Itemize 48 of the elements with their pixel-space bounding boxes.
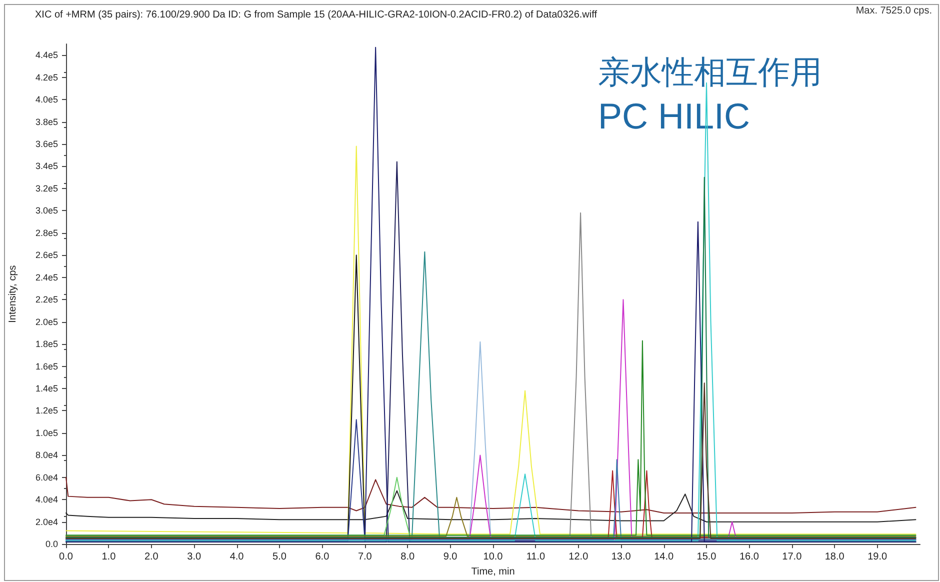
y-tick-label: 1.6e5 — [35, 361, 58, 372]
x-tick-label: 17.0 — [782, 552, 802, 563]
x-tick-label: 13.0 — [611, 552, 632, 563]
y-tick-label: 8.0e4 — [35, 450, 58, 460]
x-tick-label: 6.0 — [315, 552, 330, 563]
x-tick-label: 12.0 — [568, 552, 589, 563]
y-tick-label: 3.2e5 — [35, 183, 58, 194]
y-tick-label: 1.0e5 — [35, 428, 58, 438]
y-tick-label: 4.4e5 — [35, 50, 58, 60]
y-tick-label: 0.0 — [45, 539, 58, 550]
y-tick-label: 3.4e5 — [35, 161, 58, 172]
y-tick-label: 4.0e5 — [35, 94, 58, 105]
x-tick-label: 0.0 — [59, 552, 74, 563]
x-tick-label: 1.0 — [102, 552, 116, 563]
y-tick-label: 3.6e5 — [35, 139, 58, 150]
y-tick-label: 6.0e4 — [35, 472, 58, 482]
x-tick-label: 14.0 — [654, 552, 674, 563]
x-tick-label: 3.0 — [187, 552, 202, 563]
x-tick-label: 4.0 — [230, 552, 244, 563]
y-tick-label: 2.8e5 — [35, 228, 58, 238]
chart-title: XIC of +MRM (35 pairs): 76.100/29.900 Da ID: G from Sample 15 (20AA-HILIC-GRA2-10ION-0.2ACID-FR0.2) of Data0326.wiff — [35, 10, 598, 20]
x-tick-label: 5.0 — [272, 552, 287, 563]
x-tick-label: 11.0 — [526, 552, 546, 563]
x-tick-label: 10.0 — [483, 552, 504, 563]
x-tick-label: 2.0 — [144, 552, 159, 563]
annotation: 亲水性相互作用 — [598, 54, 822, 90]
y-tick-label: 2.2e5 — [35, 294, 58, 305]
x-axis-title: Time, min — [471, 566, 515, 578]
x-tick-label: 7.0 — [358, 552, 372, 563]
x-tick-label: 16.0 — [739, 552, 760, 563]
y-tick-label: 1.4e5 — [35, 384, 58, 394]
y-tick-label: 2.0e4 — [35, 516, 58, 527]
x-tick-label: 15.0 — [696, 552, 717, 563]
x-tick-label: 9.0 — [443, 552, 458, 563]
y-tick-label: 4.0e4 — [35, 494, 58, 505]
x-tick-label: 19.0 — [868, 552, 888, 563]
y-tick-label: 4.2e5 — [35, 72, 58, 82]
y-axis-title: Intensity, cps — [8, 265, 18, 323]
y-tick-label: 1.8e5 — [35, 339, 58, 350]
x-tick-label: 8.0 — [400, 552, 415, 563]
x-tick-label: 18.0 — [824, 552, 845, 563]
y-tick-label: 2.6e5 — [35, 250, 58, 260]
y-tick-label: 1.2e5 — [35, 406, 58, 416]
y-tick-label: 2.0e5 — [35, 316, 58, 327]
y-tick-label: 2.4e5 — [35, 272, 58, 282]
y-tick-label: 3.8e5 — [35, 116, 58, 127]
text: Max. 7525.0 cps. — [856, 6, 932, 16]
y-tick-label: 3.0e5 — [35, 206, 58, 216]
